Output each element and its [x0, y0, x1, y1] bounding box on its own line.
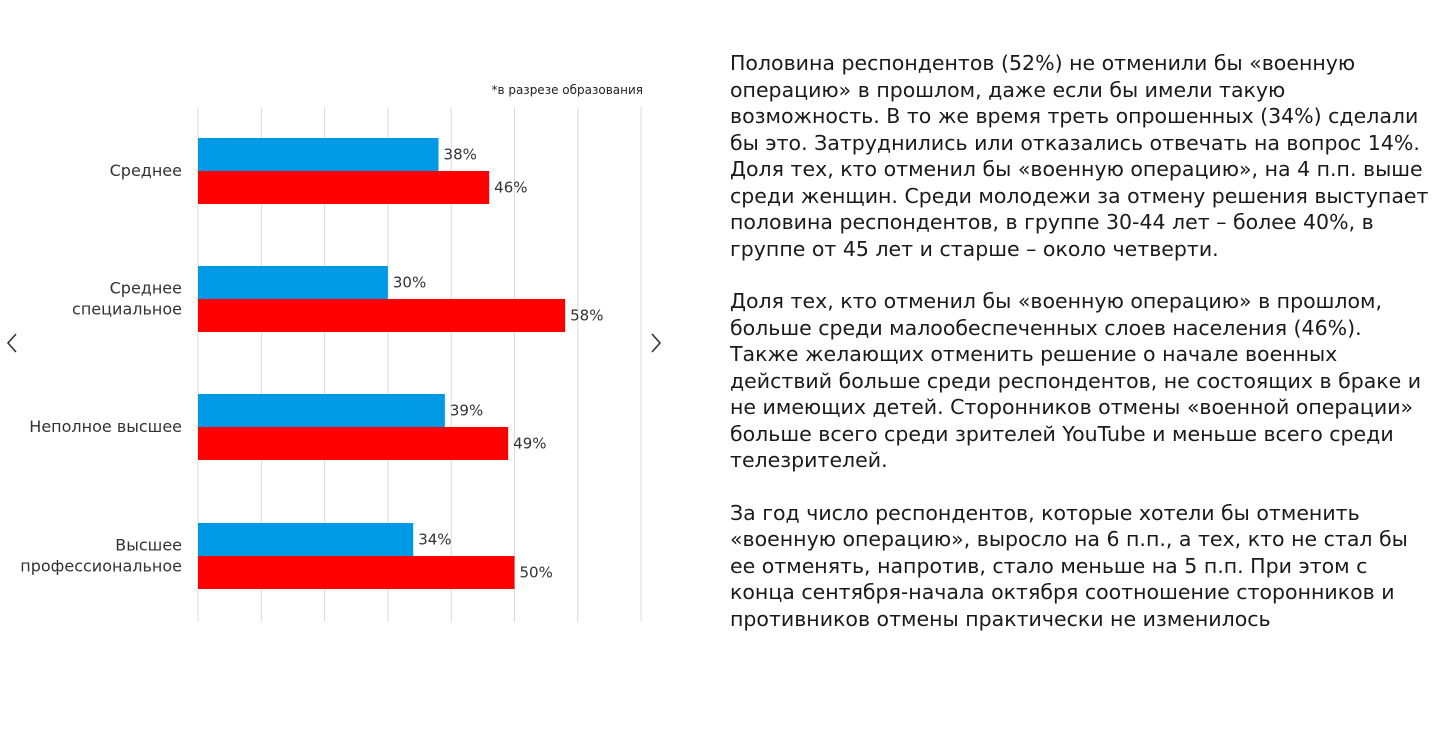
- data-label: 58%: [570, 307, 603, 325]
- data-label: 34%: [418, 531, 451, 549]
- bars: [198, 138, 566, 589]
- bar: [198, 299, 566, 332]
- bar: [198, 427, 509, 460]
- labels: Среднее Среднее специальное Неполное высшее…: [20, 146, 603, 582]
- category-label: Неполное высшее: [29, 417, 182, 436]
- bar: [198, 266, 388, 299]
- data-label: 38%: [444, 146, 477, 164]
- bar: [198, 171, 490, 204]
- data-label: 30%: [393, 274, 426, 292]
- bar: [198, 138, 439, 171]
- chart-panel: *в разрезе образования Среднее Среднее спе…: [0, 0, 680, 735]
- bar: [198, 394, 445, 427]
- next-slide-button[interactable]: [646, 331, 666, 355]
- paragraph: Половина респондентов (52%) не отменили …: [730, 51, 1429, 261]
- chevron-right-icon: [651, 333, 662, 353]
- data-label: 49%: [513, 435, 546, 453]
- data-label: 46%: [494, 179, 527, 197]
- bar: [198, 523, 414, 556]
- paragraph: За год число респондентов, которые хотел…: [730, 500, 1408, 631]
- category-label: Высшее профессиональное: [20, 536, 182, 576]
- data-label: 50%: [520, 564, 553, 582]
- chart-note: *в разрезе образования: [491, 83, 643, 97]
- data-label: 39%: [450, 402, 483, 420]
- category-label: Среднее: [110, 161, 182, 180]
- chevron-left-icon: [6, 333, 17, 353]
- description-text: Половина респондентов (52%) не отменили …: [730, 50, 1430, 658]
- bar-chart: *в разрезе образования Среднее Среднее спе…: [20, 83, 643, 622]
- bar: [198, 556, 515, 589]
- paragraph: Доля тех, кто отменил бы «военную операц…: [730, 289, 1422, 472]
- category-label: Среднее специальное: [72, 279, 182, 319]
- prev-slide-button[interactable]: [2, 331, 22, 355]
